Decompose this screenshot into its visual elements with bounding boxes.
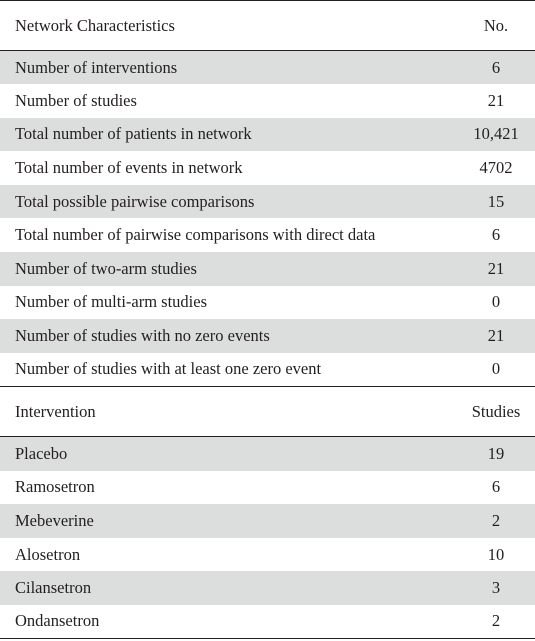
row-label: Total number of pairwise comparisons wit…	[15, 225, 376, 245]
row-value: 2	[465, 504, 535, 538]
row-label: Alosetron	[15, 544, 81, 564]
table-row: Number of studies 21	[0, 84, 535, 118]
table-row: Total possible pairwise comparisons 15	[0, 184, 535, 219]
row-label: Mebeverine	[0, 504, 465, 538]
row-value: 6	[491, 477, 501, 497]
row-value: 3	[465, 571, 535, 605]
table-row: Number of multi-arm studies 0	[0, 286, 535, 320]
table-row: Cilansetron 3	[0, 571, 535, 605]
row-value: 15	[465, 184, 535, 219]
table-row: Placebo 19	[0, 436, 535, 471]
row-label: Cilansetron	[0, 571, 465, 605]
intervention-studies-table: Intervention Studies Placebo 19 Ramosetr…	[0, 386, 535, 639]
row-label: Total number of patients in network	[0, 117, 465, 152]
row-value: 0	[465, 352, 535, 387]
table-row: Total number of pairwise comparisons wit…	[0, 218, 535, 252]
table-row: Total number of events in network 4702	[0, 151, 535, 185]
table-row: Number of interventions 6	[0, 50, 535, 85]
row-value: 2	[465, 604, 535, 639]
row-value: 10	[487, 544, 505, 564]
row-label: Number of multi-arm studies	[15, 292, 208, 312]
row-value: 0	[491, 292, 501, 312]
row-value: 6	[491, 225, 501, 245]
row-label: Total possible pairwise comparisons	[0, 184, 465, 219]
table-row: Total number of patients in network 10,4…	[0, 117, 535, 152]
intervention-header: Intervention	[0, 386, 465, 438]
row-label: Number of interventions	[0, 50, 465, 85]
table-row: Number of two-arm studies 21	[0, 252, 535, 286]
network-characteristics-header-row: Network Characteristics No.	[0, 0, 535, 51]
row-value: 10,421	[465, 117, 535, 152]
row-value: 21	[487, 90, 505, 110]
row-value: 21	[465, 252, 535, 286]
table-row: Mebeverine 2	[0, 504, 535, 538]
row-value: 4702	[479, 158, 513, 178]
row-label: Ondansetron	[0, 604, 465, 639]
row-label: Number of studies with no zero events	[0, 319, 465, 353]
table-row: Alosetron 10	[0, 538, 535, 572]
row-label: Number of studies with at least one zero…	[0, 352, 465, 387]
row-label: Total number of events in network	[15, 158, 243, 178]
row-value: 21	[465, 319, 535, 353]
row-label: Number of studies	[15, 90, 137, 110]
row-value: 6	[465, 50, 535, 85]
table-row: Ondansetron 2	[0, 604, 535, 639]
row-value: 19	[465, 436, 535, 471]
network-characteristics-header: Network Characteristics	[0, 0, 465, 51]
table-row: Ramosetron 6	[0, 471, 535, 505]
network-characteristics-table: Network Characteristics No. Number of in…	[0, 0, 535, 387]
row-label: Number of two-arm studies	[0, 252, 465, 286]
studies-header: Studies	[465, 386, 535, 438]
number-header: No.	[465, 0, 535, 51]
table-row: Number of studies with at least one zero…	[0, 352, 535, 387]
intervention-header-row: Intervention Studies	[0, 386, 535, 438]
table-row: Number of studies with no zero events 21	[0, 319, 535, 353]
row-label: Placebo	[0, 436, 465, 471]
row-label: Ramosetron	[15, 477, 95, 497]
